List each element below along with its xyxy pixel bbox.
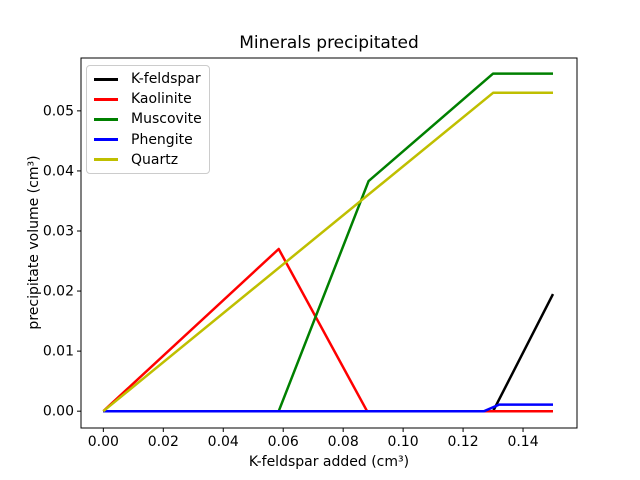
legend-label: Quartz [131,151,179,168]
legend-entry-k-feldspar: K-feldspar [94,72,209,86]
plot-series [102,72,555,413]
series-line-quartz [102,91,553,413]
legend-entry-muscovite: Muscovite [94,112,209,126]
x-tick-label: 0.04 [208,434,239,450]
legend-entry-kaolinite: Kaolinite [94,92,209,106]
chart-title: Minerals precipitated [239,33,418,53]
x-tick-label: 0.06 [268,434,299,450]
y-tick-label: 0.03 [43,223,74,239]
legend-label: Muscovite [131,111,202,128]
y-tick-label: 0.04 [43,163,74,179]
axes-ticks: 0.00 0.02 0.04 0.06 0.08 0.10 0.12 0.14 0.00 0.01… [43,103,539,450]
legend-label: Kaolinite [131,91,192,108]
x-axis-label: K-feldspar added (cm³) [249,454,409,470]
legend-line-sample-phengite [94,138,118,142]
x-tick-label: 0.00 [88,434,119,450]
legend-line-sample-quartz [94,158,118,162]
x-tick-label: 0.12 [447,434,478,450]
legend-entry-phengite: Phengite [94,133,209,147]
y-tick-label: 0.02 [43,284,74,300]
x-tick-label: 0.14 [507,434,538,450]
legend: K-feldspar Kaolinite Muscovite Phengite Quar… [86,65,210,174]
series-line-phengite [103,403,553,413]
plot-border [80,57,578,429]
legend-label: Phengite [131,131,193,148]
x-tick-label: 0.10 [388,434,419,450]
x-tick-label: 0.02 [148,434,179,450]
x-tick-label: 0.08 [328,434,359,450]
legend-entry-quartz: Quartz [94,153,209,167]
y-tick-label: 0.00 [43,404,74,420]
legend-line-sample-muscovite [94,117,118,121]
legend-line-sample-kaolinite [94,97,118,101]
legend-label: K-feldspar [131,71,201,88]
y-axis-label: precipitate volume (cm³) [26,155,42,329]
legend-line-sample-k-feldspar [94,77,118,81]
y-tick-label: 0.01 [43,344,74,360]
y-tick-label: 0.05 [43,103,74,119]
